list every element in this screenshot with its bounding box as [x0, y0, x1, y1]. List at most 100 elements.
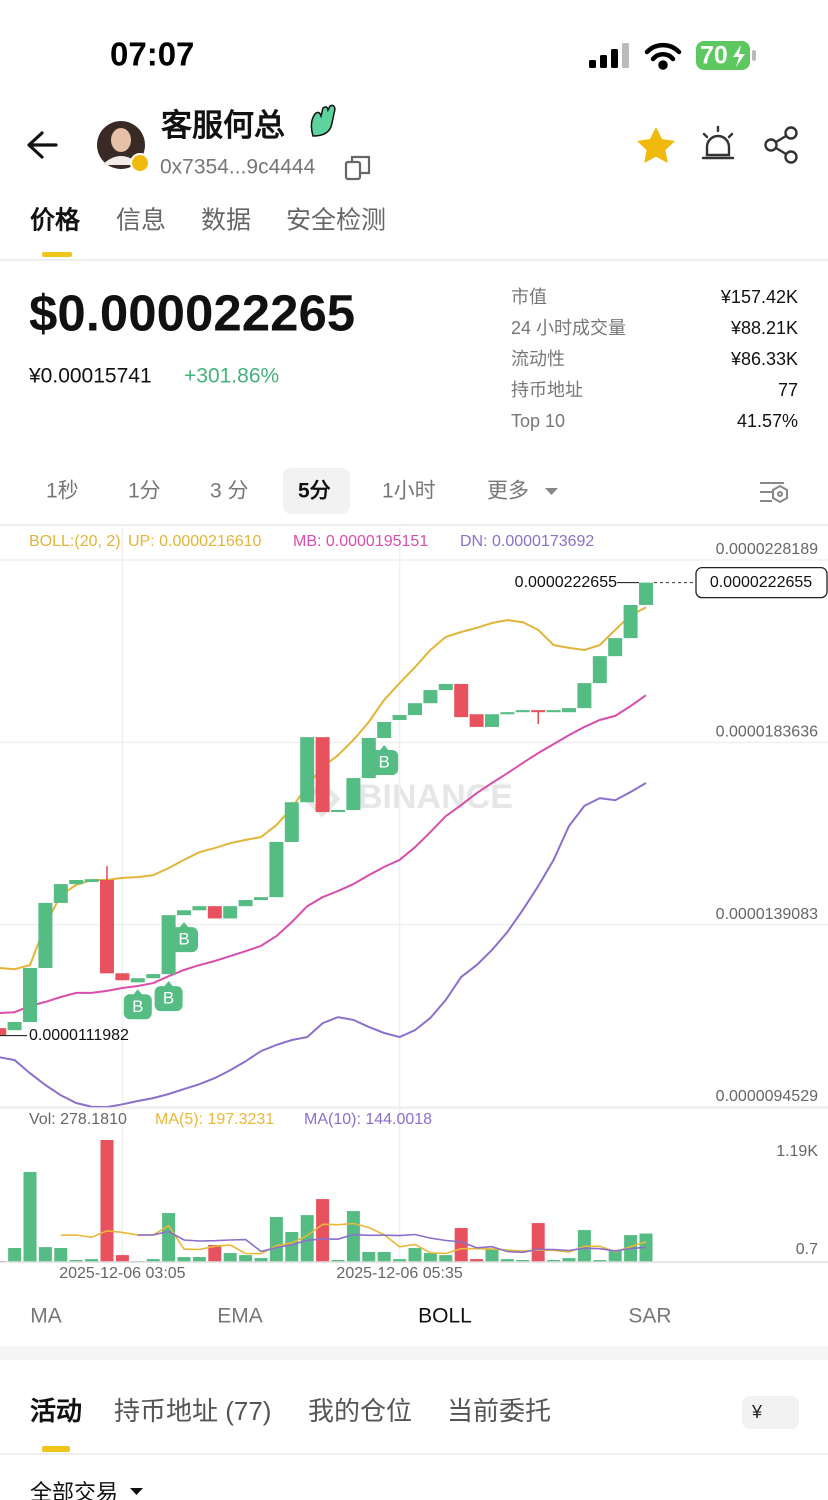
share-button[interactable]: [764, 126, 798, 164]
indicator-label: BOLL:(20, 2): [29, 533, 121, 550]
buy-marker-label: B: [379, 752, 390, 771]
tab[interactable]: 价格: [30, 206, 81, 235]
volume-bar: [562, 1258, 576, 1262]
volume-bar: [69, 1260, 83, 1262]
candle-body: [315, 737, 330, 813]
candle-body: [377, 722, 392, 738]
tab[interactable]: 信息: [116, 207, 166, 235]
candle-body: [7, 1021, 22, 1031]
signal-icon: [589, 43, 629, 68]
indicator-tab[interactable]: EMA: [217, 1305, 263, 1328]
indicator-tab[interactable]: SAR: [628, 1305, 671, 1328]
candle-body: [254, 897, 268, 901]
interval-option[interactable]: 1小时: [382, 480, 436, 503]
candle-body: [392, 715, 407, 720]
back-button[interactable]: [27, 131, 58, 159]
tab-indicator: [42, 1446, 70, 1452]
activity-tab[interactable]: 我的仓位: [308, 1396, 412, 1426]
activity-tab[interactable]: 持币地址 (77): [114, 1396, 271, 1426]
candle-body: [592, 656, 607, 684]
candle-body: [0, 1028, 7, 1036]
candle-body: [546, 710, 561, 713]
volume-bar: [439, 1255, 453, 1262]
wave-icon: [310, 104, 336, 137]
copy-button[interactable]: [344, 155, 371, 181]
favorite-button[interactable]: [637, 127, 675, 163]
candle-body: [38, 902, 53, 968]
buy-marker-pointer: [132, 989, 143, 996]
candle-body: [500, 712, 515, 715]
buy-marker: [170, 927, 198, 953]
currency-label[interactable]: ¥: [751, 1402, 763, 1422]
price-tag: [695, 566, 828, 599]
volume-bar: [38, 1247, 52, 1262]
volume-bar: [239, 1255, 253, 1262]
interval-option[interactable]: 3 分: [210, 480, 249, 503]
max-marker-label: 0.0000222655: [515, 574, 617, 591]
x-tick-label: 2025-12-06 05:35: [336, 1265, 462, 1282]
volume-bar: [593, 1260, 607, 1262]
candle-body: [192, 906, 207, 911]
battery-icon: [696, 41, 756, 70]
stat-value: 41.57%: [737, 411, 798, 431]
chart-settings[interactable]: [760, 482, 788, 504]
alert-button[interactable]: [701, 125, 735, 160]
candle-body: [577, 683, 592, 709]
volume-bar: [269, 1217, 283, 1262]
candle-body: [130, 978, 145, 983]
indicator-tab[interactable]: BOLL: [418, 1305, 472, 1328]
filter-caret: [130, 1488, 143, 1495]
volume-bar: [316, 1199, 330, 1262]
price-tag-label: 0.0000222655: [710, 574, 812, 591]
buy-marker-pointer: [379, 744, 390, 751]
candle-body: [562, 708, 576, 713]
volume-bar: [208, 1245, 222, 1262]
volume-bar: [146, 1259, 160, 1262]
candle-body: [623, 604, 638, 639]
buy-marker-label: B: [132, 997, 143, 1016]
tab[interactable]: 数据: [201, 207, 251, 235]
buy-marker: [370, 749, 399, 775]
activity-tab[interactable]: 活动: [30, 1396, 82, 1426]
y-tick-label: 0.0000228189: [716, 541, 818, 558]
volume-bar: [115, 1255, 129, 1262]
candle-body: [454, 683, 469, 718]
stat-value: 77: [778, 380, 798, 400]
candle-body: [207, 906, 222, 919]
interval-option[interactable]: 更多: [487, 480, 529, 503]
volume-bar: [362, 1252, 376, 1262]
activity-tab[interactable]: 当前委托: [447, 1396, 551, 1426]
interval-option[interactable]: 1秒: [46, 480, 79, 503]
tab[interactable]: 安全检测: [286, 207, 386, 235]
avatar[interactable]: [97, 121, 150, 173]
interval-option[interactable]: 1分: [128, 480, 161, 503]
indicator-tab[interactable]: MA: [30, 1305, 62, 1328]
stat-label: 持币地址: [511, 380, 583, 400]
volume-bar: [285, 1232, 299, 1262]
stat-label: 流动性: [511, 349, 565, 369]
trade-filter[interactable]: 全部交易: [30, 1480, 118, 1500]
interval-selected-bg: [283, 468, 350, 514]
candle-body: [146, 974, 161, 979]
volume-tick-label: 1.19K: [776, 1143, 818, 1160]
stat-value: ¥86.33K: [730, 349, 798, 369]
battery-level[interactable]: 70: [700, 42, 728, 70]
interval-option[interactable]: 5分: [298, 480, 331, 503]
stat-label: 24 小时成交量: [511, 318, 626, 338]
y-tick-label: 0.0000183636: [716, 724, 818, 741]
volume-tick-label: 0.7: [796, 1241, 818, 1258]
volume-bar: [393, 1259, 407, 1262]
volume-bar: [423, 1253, 437, 1262]
stats-list: 市值 ¥157.42K 24 小时成交量 ¥88.21K 流动性 ¥86.33K 持币地址 7…: [511, 287, 798, 431]
min-marker-label: 0.0000111982: [29, 1027, 129, 1044]
currency-toggle[interactable]: [742, 1396, 799, 1429]
candlestick-chart: BINANCE 0.0000228189 0.0000183636 0.0000139…: [0, 527, 828, 1282]
volume-bar: [516, 1260, 530, 1262]
candle-body: [84, 879, 99, 883]
boll-line: [0, 782, 647, 1109]
volume-bar: [608, 1250, 622, 1262]
wifi-icon: [644, 42, 682, 70]
watermark: BINANCE: [358, 778, 513, 816]
